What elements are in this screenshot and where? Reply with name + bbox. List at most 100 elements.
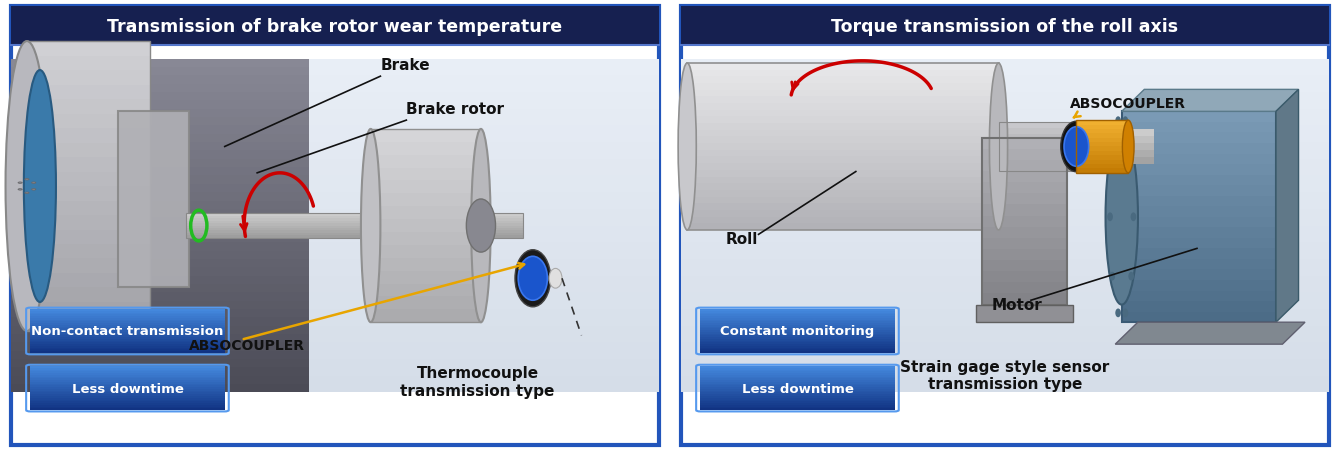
Bar: [11, 93, 310, 101]
FancyBboxPatch shape: [11, 7, 659, 47]
Bar: [681, 109, 1329, 126]
Bar: [701, 334, 895, 336]
Text: Motor: Motor: [992, 297, 1043, 312]
Bar: [701, 401, 895, 403]
Bar: [11, 318, 310, 326]
Ellipse shape: [1110, 272, 1115, 281]
Bar: [186, 231, 523, 233]
Bar: [982, 183, 1067, 194]
Bar: [11, 218, 310, 226]
Bar: [31, 332, 225, 334]
Bar: [31, 329, 225, 330]
Bar: [701, 405, 895, 407]
Bar: [371, 271, 481, 284]
Bar: [1076, 165, 1128, 169]
Bar: [701, 316, 895, 318]
Ellipse shape: [989, 64, 1008, 230]
Bar: [701, 322, 895, 324]
Bar: [31, 373, 225, 375]
Text: ABSOCOUPLER: ABSOCOUPLER: [189, 338, 306, 352]
Bar: [687, 77, 998, 84]
Bar: [310, 359, 659, 376]
Bar: [681, 143, 1329, 159]
Bar: [701, 398, 895, 400]
Bar: [11, 143, 310, 151]
Bar: [11, 259, 310, 268]
Bar: [31, 311, 225, 313]
Bar: [701, 318, 895, 320]
Bar: [31, 391, 225, 392]
Bar: [11, 235, 310, 243]
Ellipse shape: [519, 257, 548, 301]
Bar: [371, 129, 481, 142]
Bar: [310, 309, 659, 326]
Bar: [1076, 129, 1128, 134]
Bar: [701, 375, 895, 377]
Bar: [681, 126, 1329, 143]
Bar: [681, 176, 1329, 193]
Bar: [681, 193, 1329, 209]
Bar: [982, 261, 1067, 272]
Bar: [681, 60, 1329, 76]
Bar: [687, 204, 998, 211]
Bar: [27, 42, 150, 331]
Ellipse shape: [1123, 121, 1134, 174]
Bar: [27, 245, 150, 259]
Ellipse shape: [1123, 309, 1128, 318]
Bar: [31, 322, 225, 324]
Bar: [11, 209, 310, 218]
Bar: [186, 224, 523, 226]
Bar: [371, 284, 481, 297]
Bar: [982, 205, 1067, 216]
Text: Thermocouple
transmission type: Thermocouple transmission type: [401, 365, 555, 398]
Bar: [310, 343, 659, 359]
Bar: [310, 243, 659, 259]
Bar: [701, 344, 895, 346]
Bar: [982, 161, 1067, 172]
Bar: [701, 332, 895, 334]
Ellipse shape: [360, 129, 381, 323]
Bar: [27, 288, 150, 302]
Bar: [701, 337, 895, 339]
Bar: [681, 209, 1329, 226]
Bar: [687, 130, 998, 137]
Bar: [982, 139, 1067, 150]
Bar: [998, 135, 1076, 141]
Polygon shape: [1276, 90, 1298, 323]
Bar: [1076, 147, 1128, 151]
Bar: [31, 387, 225, 389]
Bar: [982, 227, 1067, 238]
Bar: [31, 400, 225, 401]
Bar: [681, 359, 1329, 376]
Bar: [701, 325, 895, 327]
Bar: [701, 407, 895, 409]
Bar: [11, 118, 310, 126]
Bar: [701, 343, 895, 344]
Bar: [1128, 158, 1154, 165]
Ellipse shape: [1115, 117, 1122, 126]
Bar: [371, 168, 481, 181]
Bar: [681, 76, 1329, 93]
Ellipse shape: [472, 129, 490, 323]
Bar: [1122, 270, 1276, 280]
Ellipse shape: [1128, 272, 1134, 281]
Bar: [310, 209, 659, 226]
FancyBboxPatch shape: [681, 7, 1329, 445]
Bar: [371, 181, 481, 194]
Bar: [11, 185, 310, 193]
Bar: [1122, 112, 1276, 323]
Bar: [681, 159, 1329, 176]
Bar: [1122, 217, 1276, 228]
Bar: [186, 214, 523, 216]
Bar: [371, 246, 481, 258]
Bar: [687, 64, 998, 71]
Bar: [310, 126, 659, 143]
Bar: [687, 124, 998, 130]
Bar: [687, 117, 998, 124]
Ellipse shape: [466, 200, 496, 252]
Bar: [11, 159, 310, 168]
Bar: [27, 158, 150, 172]
Bar: [681, 93, 1329, 109]
Circle shape: [32, 183, 36, 184]
Bar: [687, 211, 998, 217]
